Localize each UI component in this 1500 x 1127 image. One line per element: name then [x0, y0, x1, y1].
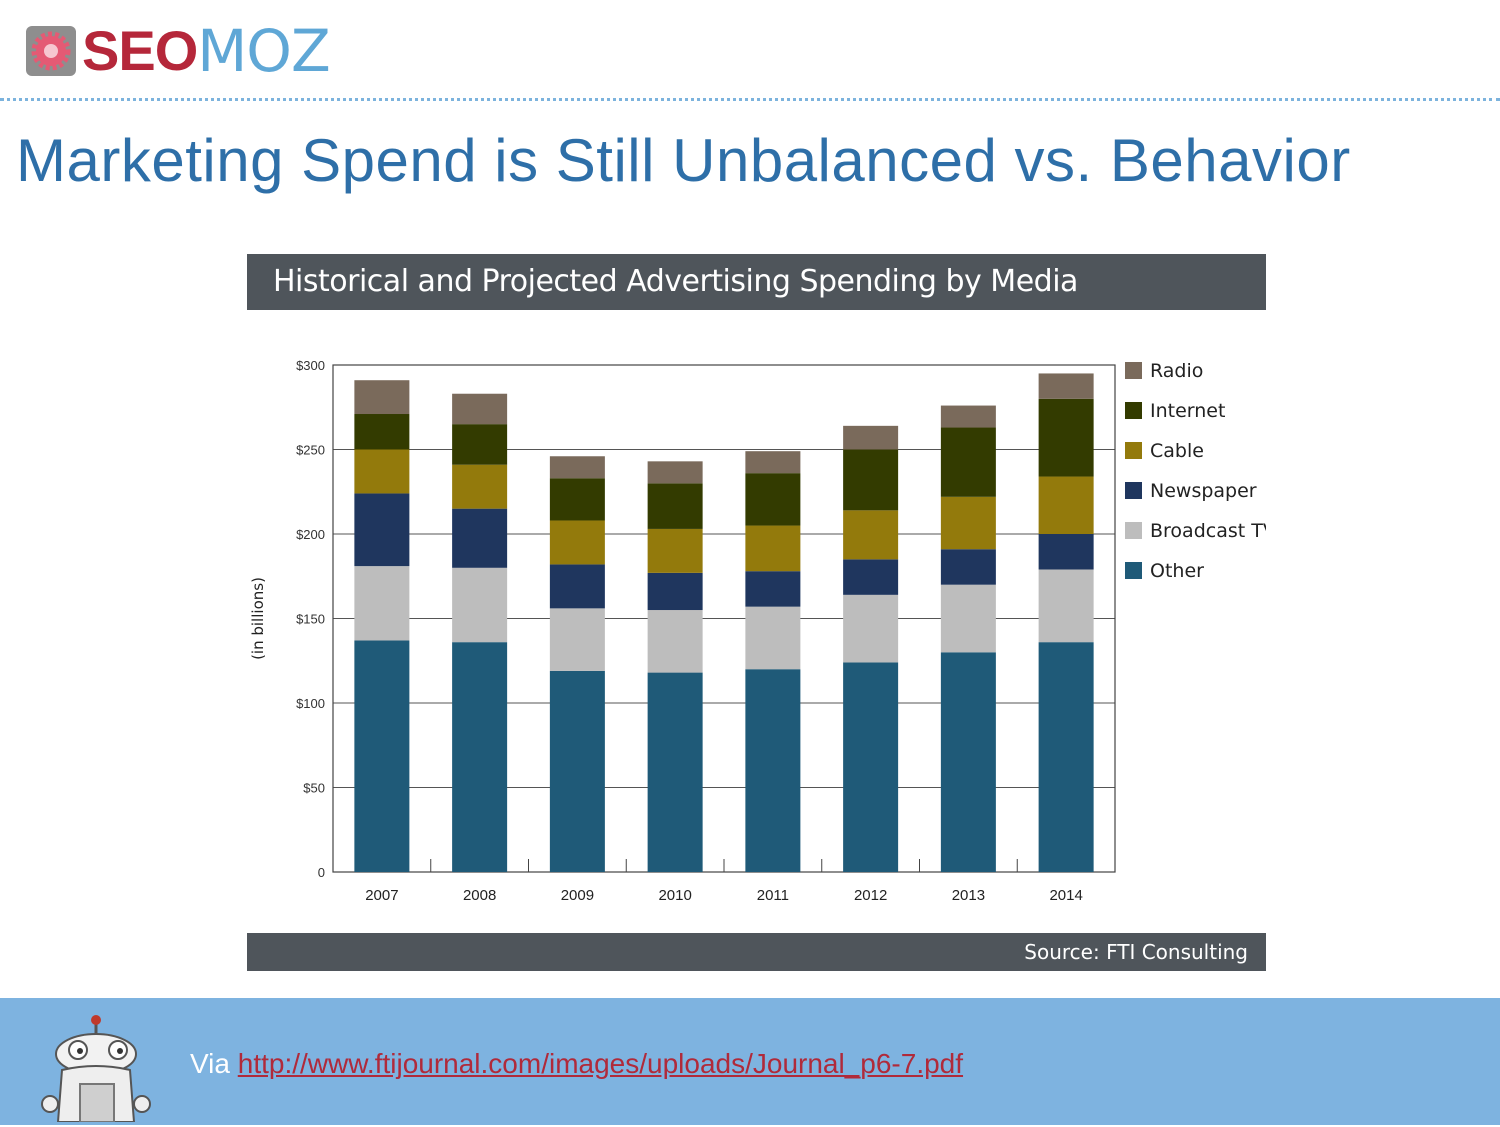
bar-segment	[745, 606, 801, 670]
bar-segment	[1038, 569, 1094, 643]
bar-segment	[1038, 534, 1094, 570]
legend-swatch	[1125, 482, 1142, 499]
bar-segment	[452, 424, 508, 465]
bar-segment	[647, 610, 703, 673]
source-link[interactable]: http://www.ftijournal.com/images/uploads…	[237, 1048, 964, 1079]
footer-banner: Via http://www.ftijournal.com/images/upl…	[0, 998, 1500, 1125]
bar-segment	[745, 669, 801, 872]
bar-segment	[940, 549, 996, 585]
y-tick-label: 0	[318, 865, 325, 880]
bar-segment	[940, 584, 996, 653]
bar-segment	[452, 393, 508, 425]
bar-segment	[354, 449, 410, 494]
bar-segment	[843, 594, 899, 663]
bar-segment	[549, 608, 605, 671]
bar-segment	[452, 464, 508, 509]
y-axis-label: (in billions)	[249, 577, 267, 660]
source-label: Source: FTI Consulting	[1024, 940, 1248, 964]
bar-segment	[1038, 398, 1094, 477]
y-tick-label: $300	[296, 358, 325, 373]
legend-label: Newspaper	[1150, 480, 1257, 502]
legend-label: Broadcast TV	[1150, 520, 1266, 542]
bar-segment	[354, 493, 410, 567]
via-prefix: Via	[190, 1048, 230, 1079]
legend-label: Cable	[1150, 440, 1204, 462]
legend-swatch	[1125, 362, 1142, 379]
legend-label: Radio	[1150, 360, 1203, 382]
bar-segment	[647, 461, 703, 484]
y-tick-label: $250	[296, 443, 325, 458]
bar-segment	[745, 571, 801, 607]
bar-segment	[1038, 476, 1094, 534]
header-divider	[0, 98, 1500, 101]
bar-segment	[452, 508, 508, 568]
legend-label: Other	[1150, 560, 1204, 582]
bar-segment	[843, 510, 899, 560]
bar-segment	[549, 670, 605, 872]
bar-segment	[647, 483, 703, 529]
legend-swatch	[1125, 562, 1142, 579]
bar-segment	[843, 559, 899, 595]
bar-segment	[940, 496, 996, 550]
chart-header-bar: Historical and Projected Advertising Spe…	[247, 254, 1266, 310]
legend-swatch	[1125, 522, 1142, 539]
bar-segment	[843, 425, 899, 450]
legend-swatch	[1125, 442, 1142, 459]
bar-segment	[354, 566, 410, 641]
x-tick-label: 2012	[854, 887, 887, 904]
x-tick-label: 2013	[952, 887, 985, 904]
legend-swatch	[1125, 402, 1142, 419]
bar-segment	[843, 662, 899, 872]
slide-title: Marketing Spend is Still Unbalanced vs. …	[16, 127, 1351, 194]
robot-mascot-icon	[34, 1014, 154, 1127]
bar-segment	[940, 652, 996, 872]
bar-segment	[1038, 642, 1094, 872]
seomoz-logo: SEO MOZ	[26, 17, 331, 85]
chart-title: Historical and Projected Advertising Spe…	[273, 264, 1078, 299]
bar-segment	[549, 564, 605, 609]
via-citation: Via http://www.ftijournal.com/images/upl…	[190, 1048, 963, 1080]
bar-segment	[647, 572, 703, 611]
bar-segment	[549, 478, 605, 521]
bar-segment	[745, 525, 801, 572]
bar-segment	[1038, 373, 1094, 399]
x-tick-label: 2010	[658, 887, 691, 904]
bar-segment	[354, 380, 410, 415]
source-bar: Source: FTI Consulting	[247, 933, 1266, 971]
x-tick-label: 2014	[1049, 887, 1082, 904]
x-tick-label: 2009	[561, 887, 594, 904]
bar-segment	[745, 451, 801, 474]
bar-segment	[843, 449, 899, 511]
bar-segment	[940, 405, 996, 428]
x-tick-label: 2011	[757, 887, 789, 904]
bar-segment	[549, 520, 605, 565]
bar-segment	[647, 528, 703, 573]
stacked-bar-chart: 0 $50 $100 $150 $200 $250 $300 (in billions) 200…	[249, 358, 1266, 904]
bar-segment	[452, 567, 508, 643]
bar-segment	[647, 672, 703, 872]
bar-segment	[354, 414, 410, 450]
legend-label: Internet	[1150, 400, 1225, 422]
bar-segment	[452, 642, 508, 872]
y-tick-label: $150	[296, 612, 325, 627]
bar-segment	[354, 640, 410, 872]
gear-icon	[26, 26, 76, 76]
logo-text-moz: MOZ	[197, 17, 330, 85]
logo-text-seo: SEO	[82, 19, 198, 82]
x-tick-label: 2008	[463, 887, 496, 904]
y-tick-label: $50	[303, 781, 325, 796]
y-tick-label: $100	[296, 696, 325, 711]
bar-segment	[745, 473, 801, 526]
y-tick-label: $200	[296, 527, 325, 542]
bar-segment	[549, 456, 605, 479]
x-tick-label: 2007	[365, 887, 398, 904]
bar-segment	[940, 427, 996, 497]
